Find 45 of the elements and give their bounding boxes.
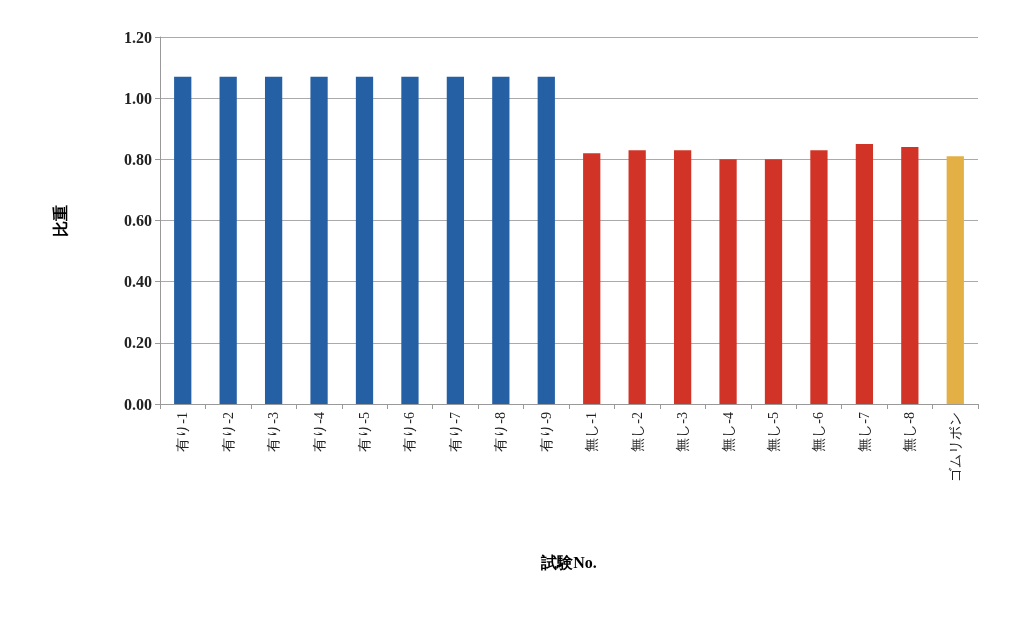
x-tick-label: 無し-3 [675, 412, 691, 452]
y-tick-label: 0.80 [124, 150, 152, 168]
bar [810, 150, 828, 404]
bar [946, 156, 964, 404]
bar [673, 150, 692, 404]
x-axis-title: 試験No. [540, 553, 597, 571]
x-tick-label: 無し-7 [856, 412, 872, 452]
x-tick-label: 有り-1 [175, 412, 191, 452]
bar [764, 159, 783, 404]
x-tick-label: 有り-4 [311, 412, 327, 452]
bar [855, 144, 874, 404]
y-axis-title: 比重 [51, 204, 69, 237]
y-tick-label: 0.20 [124, 334, 152, 352]
bar [219, 76, 237, 404]
x-tick-label: 無し-1 [584, 412, 600, 452]
x-tick-label: ゴムリボン [947, 412, 963, 482]
bar [719, 159, 737, 404]
y-tick-label: 0.40 [124, 273, 152, 291]
x-tick-label: 有り-6 [402, 412, 418, 452]
bar [628, 150, 646, 404]
bar [355, 76, 374, 404]
x-tick-label: 有り-2 [220, 412, 236, 452]
x-tick-label: 無し-2 [629, 412, 645, 452]
x-tick-label: 有り-9 [538, 412, 554, 452]
x-tick-label: 有り-7 [447, 412, 463, 452]
y-tick-label: 1.00 [124, 89, 152, 107]
y-tick-label: 0.00 [124, 395, 152, 413]
x-tick-label: 有り-8 [493, 412, 509, 452]
x-tick-label: 無し-4 [720, 412, 736, 452]
x-tick-label: 無し-8 [902, 412, 918, 452]
x-tick-label: 有り-5 [357, 412, 372, 452]
bar [174, 76, 192, 404]
bar [583, 153, 601, 404]
y-tick-label: 1.20 [124, 28, 152, 46]
bar [901, 147, 919, 404]
x-tick-label: 無し-5 [766, 412, 781, 452]
bar [492, 76, 510, 404]
x-tick-label: 有り-3 [266, 412, 282, 452]
bar [446, 76, 465, 404]
bar [264, 76, 283, 404]
x-tick-label: 無し-6 [811, 412, 827, 452]
bar [401, 76, 419, 404]
bar [537, 76, 555, 404]
bar [310, 76, 328, 404]
y-tick-label: 0.60 [124, 212, 152, 229]
